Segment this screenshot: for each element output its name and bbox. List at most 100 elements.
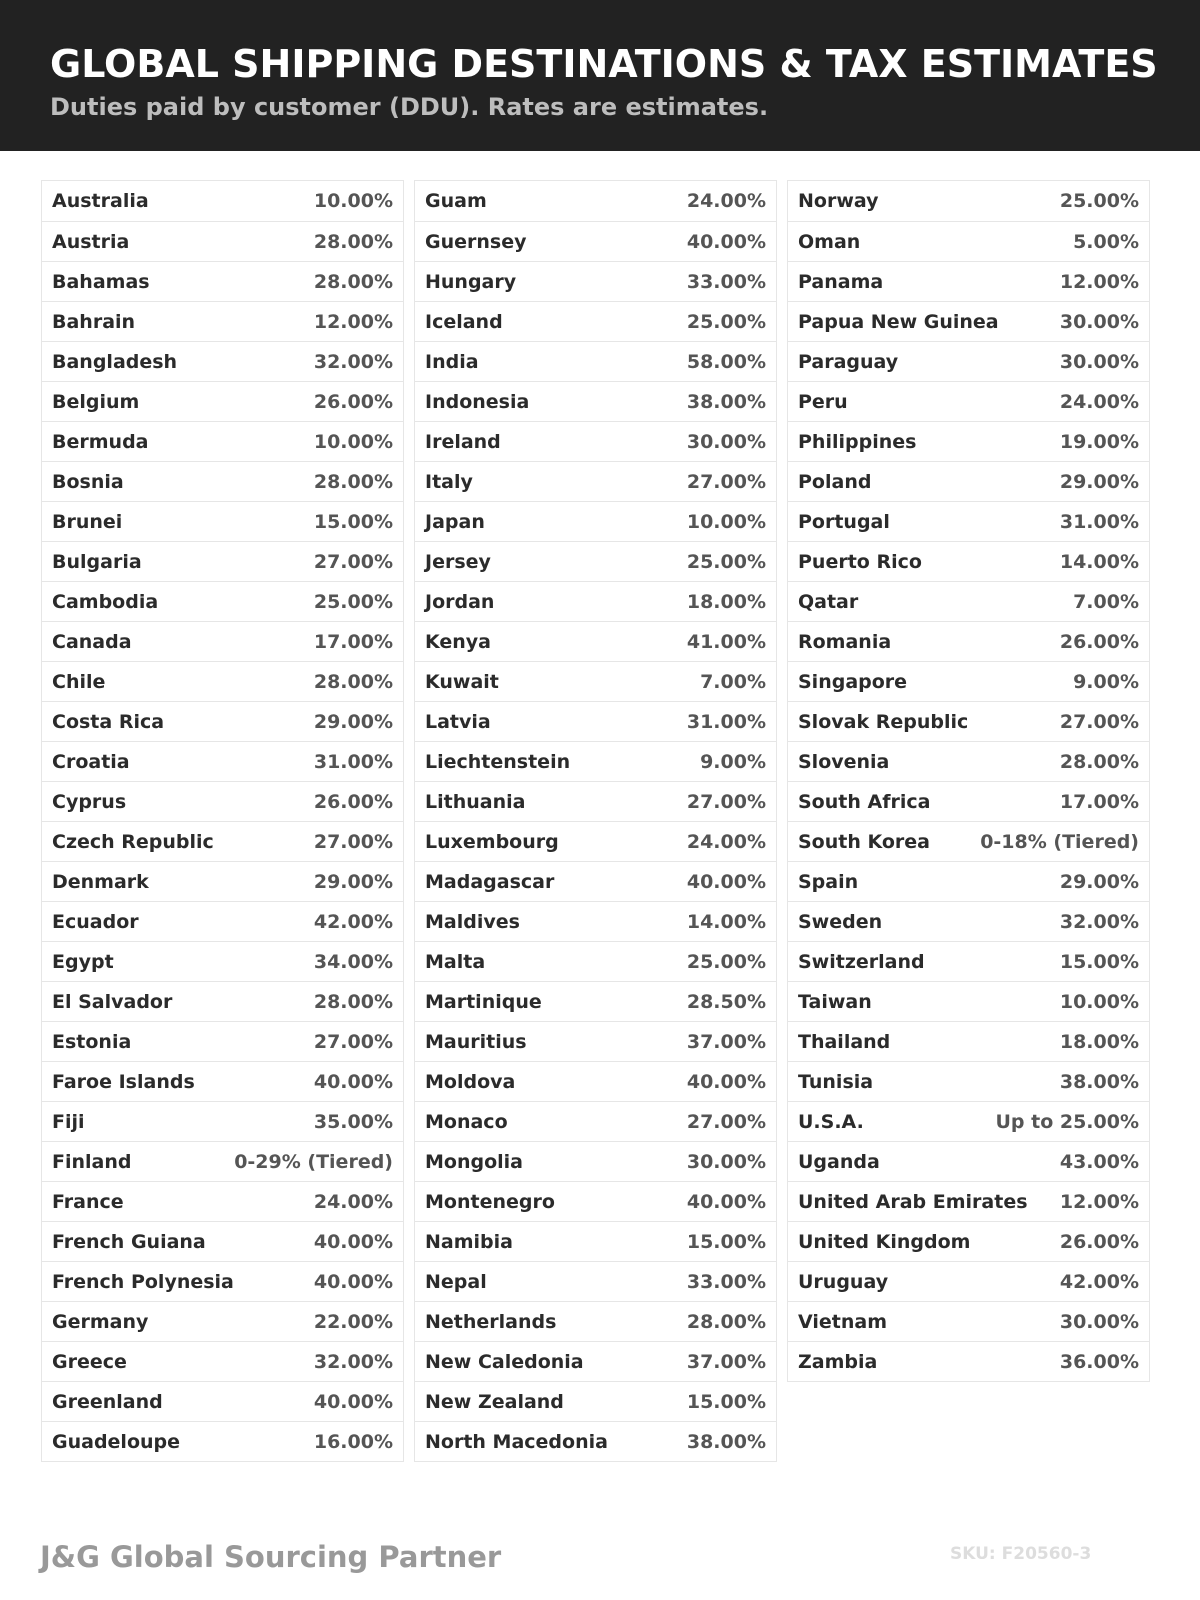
country-name: Ireland [425,430,501,453]
country-name: Martinique [425,990,542,1013]
table-row: Switzerland 15.00% [788,941,1149,981]
table-row: Kuwait 7.00% [415,661,776,701]
country-name: Italy [425,470,473,493]
country-name: Tunisia [798,1070,874,1093]
table-row: Bahrain 12.00% [42,301,403,341]
tax-rate: 9.00% [700,750,766,773]
table-row: Australia 10.00% [42,181,403,221]
tax-rate: 28.50% [686,990,766,1013]
country-name: Nepal [425,1270,487,1293]
tax-rate: 19.00% [1059,430,1139,453]
table-row: Singapore 9.00% [788,661,1149,701]
table-row: Italy 27.00% [415,461,776,501]
tax-rate: 7.00% [1073,590,1139,613]
country-name: Mauritius [425,1030,527,1053]
table-row: France 24.00% [42,1181,403,1221]
country-name: Guam [425,190,487,212]
table-row: Thailand 18.00% [788,1021,1149,1061]
country-name: Moldova [425,1070,516,1093]
table-row: Norway 25.00% [788,181,1149,221]
country-name: France [52,1190,124,1213]
country-name: Faroe Islands [52,1070,195,1093]
country-name: Cambodia [52,590,159,613]
table-row: Qatar 7.00% [788,581,1149,621]
table-row: Vietnam 30.00% [788,1301,1149,1341]
country-name: Cyprus [52,790,127,813]
tax-rate: 25.00% [686,310,766,333]
table-row: French Polynesia 40.00% [42,1261,403,1301]
table-row: Iceland 25.00% [415,301,776,341]
tax-rate: 10.00% [313,190,393,212]
table-row: Sweden 32.00% [788,901,1149,941]
table-row: Moldova 40.00% [415,1061,776,1101]
country-name: Namibia [425,1230,513,1253]
tax-rate: 15.00% [686,1230,766,1253]
table-row: Greenland 40.00% [42,1381,403,1421]
tax-rate: 40.00% [686,1070,766,1093]
country-name: Puerto Rico [798,550,922,573]
tax-rate: 24.00% [686,190,766,212]
table-row: Bulgaria 27.00% [42,541,403,581]
tax-rate: 40.00% [313,1390,393,1413]
country-name: French Guiana [52,1230,206,1253]
tax-rate: 25.00% [686,950,766,973]
tax-rate: 30.00% [1059,310,1139,333]
country-name: Liechtenstein [425,750,571,773]
table-row: El Salvador 28.00% [42,981,403,1021]
country-name: Brunei [52,510,123,533]
country-name: New Zealand [425,1390,564,1413]
table-row: French Guiana 40.00% [42,1221,403,1261]
header-banner: GLOBAL SHIPPING DESTINATIONS & TAX ESTIM… [0,0,1200,151]
tax-rate: 43.00% [1059,1150,1139,1173]
country-name: United Kingdom [798,1230,971,1253]
country-name: India [425,350,479,373]
country-name: Zambia [798,1350,878,1373]
tax-rate: 18.00% [1059,1030,1139,1053]
country-name: Uganda [798,1150,880,1173]
table-row: Paraguay 30.00% [788,341,1149,381]
country-name: Kenya [425,630,492,653]
tax-rate: 24.00% [1059,390,1139,413]
page-title: GLOBAL SHIPPING DESTINATIONS & TAX ESTIM… [50,42,1158,86]
table-row: Cyprus 26.00% [42,781,403,821]
tax-rate: 27.00% [686,470,766,493]
country-name: Austria [52,230,130,253]
tax-rate: 36.00% [1059,1350,1139,1373]
page-subtitle: Duties paid by customer (DDU). Rates are… [50,93,769,121]
table-row: Canada 17.00% [42,621,403,661]
country-name: Qatar [798,590,859,613]
table-row: Uganda 43.00% [788,1141,1149,1181]
table-row: Montenegro 40.00% [415,1181,776,1221]
table-row: Malta 25.00% [415,941,776,981]
country-name: Finland [52,1150,132,1173]
country-name: New Caledonia [425,1350,584,1373]
table-row: Jordan 18.00% [415,581,776,621]
tax-rate: 38.00% [1059,1070,1139,1093]
table-row: South Korea 0-18% (Tiered) [788,821,1149,861]
brand-name: J&G Global Sourcing Partner [40,1540,502,1574]
table-row: India 58.00% [415,341,776,381]
table-row: Ecuador 42.00% [42,901,403,941]
tax-rate: 22.00% [313,1310,393,1333]
country-name: Australia [52,190,149,212]
table-row: Poland 29.00% [788,461,1149,501]
table-row: Philippines 19.00% [788,421,1149,461]
tax-rate: 41.00% [686,630,766,653]
tax-rate: 30.00% [686,430,766,453]
country-name: South Korea [798,830,931,853]
country-name: Guernsey [425,230,527,253]
country-name: Greenland [52,1390,163,1413]
tax-rate: Up to 25.00% [995,1110,1139,1133]
country-name: Canada [52,630,132,653]
country-name: Uruguay [798,1270,889,1293]
tax-rate: 28.00% [686,1310,766,1333]
table-row: Costa Rica 29.00% [42,701,403,741]
country-name: Indonesia [425,390,530,413]
tax-rate: 18.00% [686,590,766,613]
tax-rate: 40.00% [313,1230,393,1253]
table-row: Peru 24.00% [788,381,1149,421]
table-row: South Africa 17.00% [788,781,1149,821]
table-row: U.S.A. Up to 25.00% [788,1101,1149,1141]
tax-rate: 27.00% [313,830,393,853]
table-row: Papua New Guinea 30.00% [788,301,1149,341]
